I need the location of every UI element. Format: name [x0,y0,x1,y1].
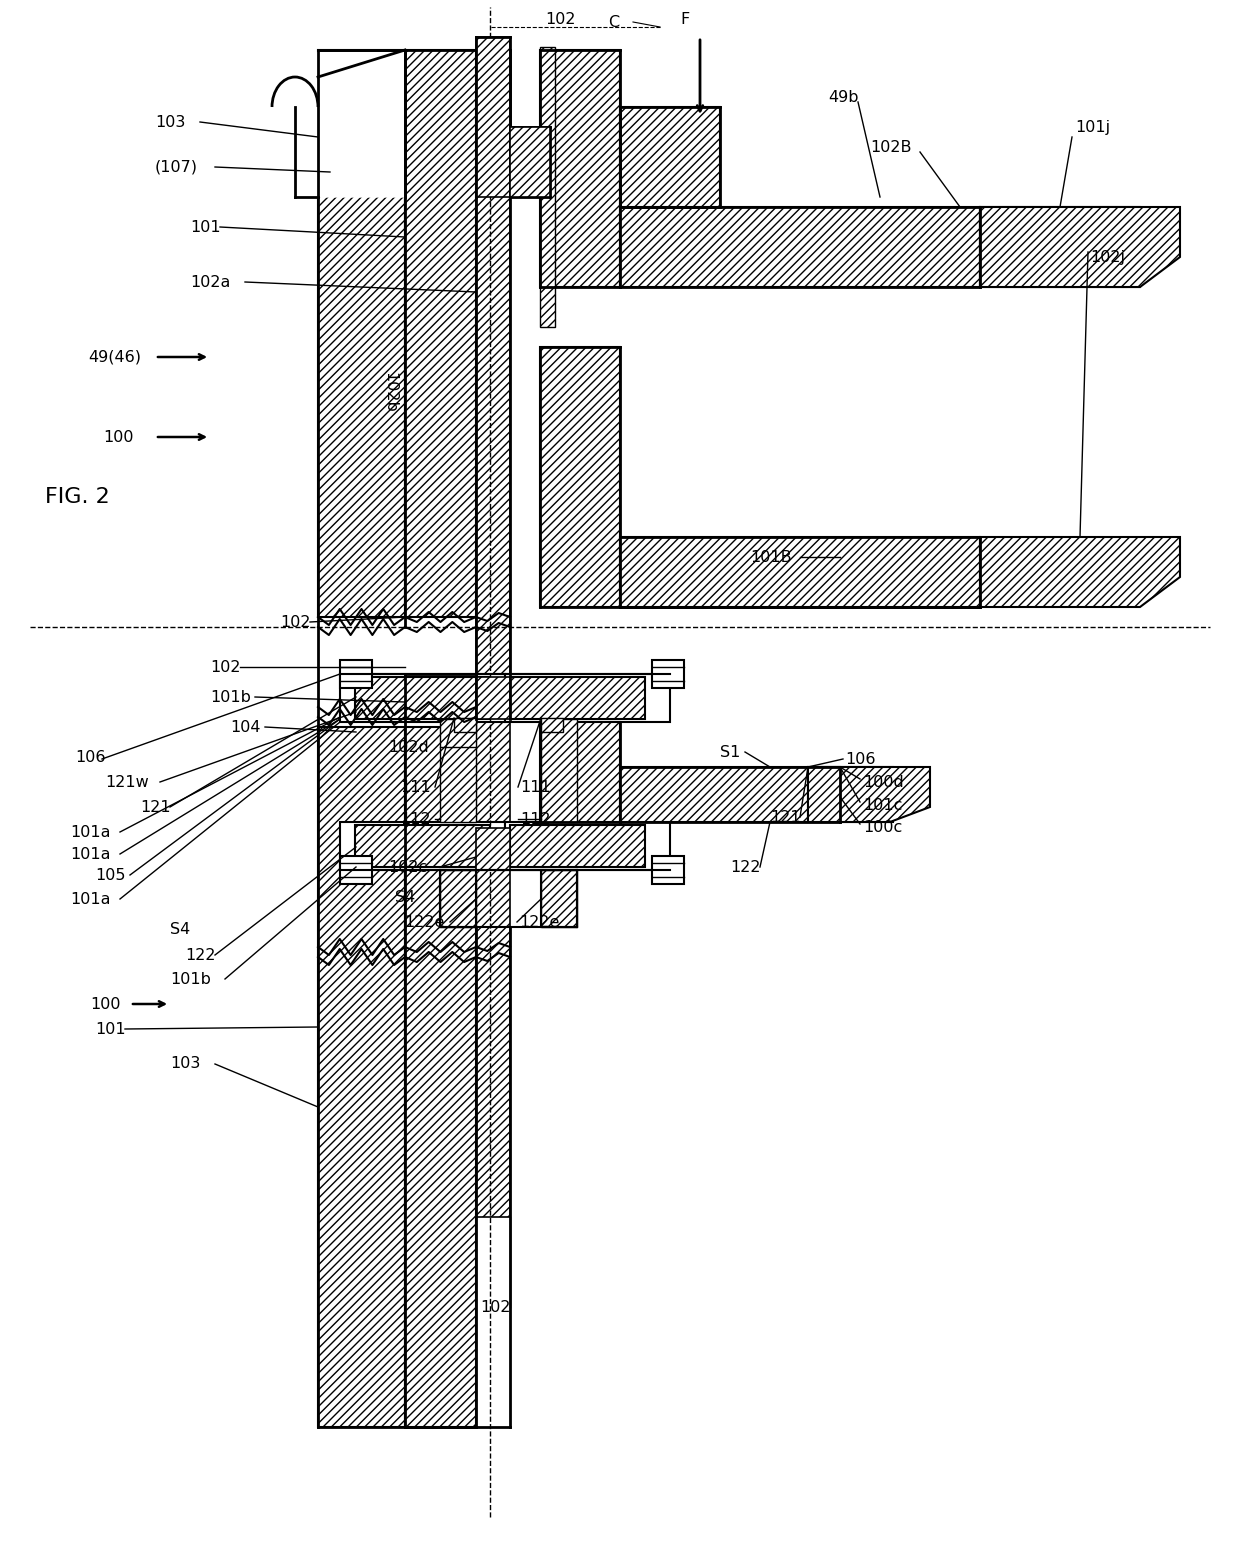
Polygon shape [290,50,330,197]
Text: 111: 111 [401,779,430,794]
Text: 112: 112 [520,812,551,826]
Text: 122: 122 [730,860,760,874]
Text: 121w: 121w [105,774,149,790]
Bar [476,677,510,719]
Text: 49(46): 49(46) [88,349,141,365]
Text: 101a: 101a [69,824,110,840]
Bar [980,207,1140,287]
Bar [454,718,476,732]
Bar [541,870,577,928]
Bar [620,537,980,606]
Text: 100: 100 [91,997,120,1012]
Text: 112: 112 [401,812,430,826]
Polygon shape [980,537,1180,606]
Bar [510,127,551,197]
Bar [620,107,720,207]
Text: F: F [680,11,689,27]
Text: 122: 122 [185,948,216,962]
Bar [476,827,510,870]
Bar [541,718,563,732]
Text: 102b: 102b [382,371,398,412]
Text: 100: 100 [103,429,134,445]
Bar [440,870,476,928]
Bar [652,660,684,688]
Text: 101a: 101a [69,846,110,862]
Text: 100d: 100d [863,774,904,790]
Text: 103: 103 [170,1056,201,1072]
Bar [317,727,405,1428]
Bar [440,870,476,928]
Bar [510,677,645,719]
Text: 101a: 101a [69,892,110,906]
Bar [355,824,490,867]
Text: 102d: 102d [388,740,429,754]
Bar [340,856,372,884]
Text: 122e: 122e [404,915,444,929]
Bar [440,719,476,823]
Bar [476,50,510,1218]
Bar [539,346,620,606]
Bar [340,660,372,688]
Bar [317,50,405,617]
Bar [510,824,645,867]
Text: S4: S4 [396,890,415,904]
Text: 106: 106 [74,749,105,765]
Text: 101: 101 [190,219,221,235]
Bar [539,50,620,287]
Text: C: C [608,14,619,30]
Text: 102: 102 [280,614,310,630]
Bar [340,674,505,722]
Text: 102: 102 [480,1299,511,1315]
Text: 111: 111 [520,779,551,794]
Bar [541,870,577,928]
Polygon shape [295,50,405,197]
Text: S1: S1 [720,744,740,760]
Text: 49b: 49b [828,89,858,105]
Text: 101: 101 [95,1022,125,1036]
Text: 100c: 100c [863,820,903,835]
Bar [539,722,620,823]
Text: 102B: 102B [870,139,911,155]
Text: 101j: 101j [1075,119,1110,135]
Text: 102a: 102a [190,274,231,290]
Bar [505,823,670,870]
Text: 104: 104 [229,719,260,735]
Text: 105: 105 [95,868,125,882]
Text: 122e: 122e [520,915,559,929]
Text: 101c: 101c [863,798,903,813]
Polygon shape [808,766,930,823]
Bar [620,207,980,287]
Polygon shape [980,207,1180,287]
Bar [405,727,476,1428]
Text: 102: 102 [210,660,241,674]
Text: FIG. 2: FIG. 2 [45,487,110,508]
Text: (107): (107) [155,160,198,174]
Text: 102j: 102j [1090,249,1125,265]
Bar [620,766,839,823]
Bar [355,677,490,719]
Text: 106: 106 [844,752,875,766]
Text: 101b: 101b [210,689,250,705]
Bar [539,47,556,328]
Text: 121: 121 [770,810,801,824]
Bar [505,674,670,722]
Bar [340,823,505,870]
Text: 101b: 101b [170,972,211,987]
Polygon shape [980,207,1180,287]
Bar [405,50,476,617]
Bar [476,38,510,197]
Bar [652,856,684,884]
Text: S4: S4 [170,921,190,937]
Text: 121: 121 [140,799,171,815]
Text: 102: 102 [546,11,575,27]
Text: 101B: 101B [750,550,791,564]
Bar [541,719,577,823]
Bar [808,766,893,823]
Text: 103: 103 [155,114,185,130]
Text: 102c: 102c [388,860,428,874]
